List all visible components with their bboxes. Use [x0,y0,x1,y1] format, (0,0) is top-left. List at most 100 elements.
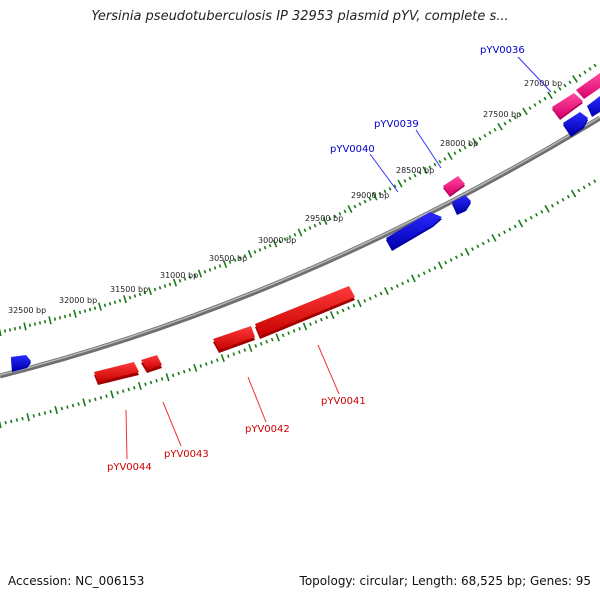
gene-feature[interactable] [213,326,255,353]
ruler-tick [544,204,550,213]
ruler-tick [233,258,237,262]
gene-feature-pink[interactable] [552,93,583,120]
ruler-tick [570,189,577,198]
ruler-tick [18,325,22,330]
gene-label[interactable]: pYV0041 [321,396,366,407]
map-title: Yersinia pseudotuberculosis IP 32953 pla… [91,9,509,24]
ruler-tick [204,362,208,366]
ruler-tick [403,179,407,183]
ruler-tick [68,313,72,317]
ruler-tick [78,310,82,315]
ruler-tick [66,405,69,409]
ruler-tick [13,326,17,331]
gene-feature[interactable] [386,212,442,251]
ruler-tick [168,282,172,287]
ruler-tick [550,204,554,208]
ruler-tick [522,107,528,116]
ruler-tick [444,260,448,265]
gene-feature[interactable] [587,96,600,117]
gene-feature-pink[interactable] [443,176,465,197]
gene-feature[interactable] [11,355,31,372]
ruler-tick [103,303,107,308]
ruler-tick [227,354,230,358]
ruler-tick [99,395,103,400]
gene-label[interactable]: pYV0044 [107,462,152,473]
ruler-tick [341,308,345,313]
ruler-tick [390,286,394,291]
ruler-tick [93,306,97,310]
ruler-tick [172,278,178,287]
ruler-tick [493,127,497,132]
ruler-tick [368,197,372,201]
ruler-tick [153,287,157,292]
ruler-tick [322,217,328,225]
ruler-tick [121,389,125,393]
ruler-tick [437,261,443,270]
ruler-tick [293,232,297,237]
ruler-tick [314,320,318,324]
gene-feature[interactable] [563,112,588,137]
ruler-tick [199,364,203,368]
ruler-tick [333,214,337,219]
ruler-tick [318,221,322,226]
ruler-label: 31000 bp [160,271,198,280]
ruler-tick [43,411,47,415]
ruler-tick [222,260,228,269]
ruler-tick [593,63,597,68]
ruler-tick [578,73,582,78]
ruler-label: 29000 bp [351,191,389,200]
ruler-tick [336,310,340,315]
gene-label[interactable]: pYV0043 [164,449,209,460]
ruler-tick [4,420,7,425]
ruler-tick [379,291,383,296]
ruler-label: 31500 bp [110,285,148,294]
ruler-tick [449,258,453,262]
gene-feature[interactable] [452,195,471,215]
ruler-tick [383,189,387,194]
ruler-tick [476,244,480,249]
gene-feature[interactable] [94,362,139,385]
ruler-tick [497,233,501,237]
ruler-tick [232,352,236,356]
ruler-tick [71,403,75,408]
gene-feature[interactable] [255,286,355,339]
ruler-tick [98,302,102,311]
ruler-tick [463,145,467,150]
ruler-tick [503,230,507,235]
ruler-tick [88,307,92,312]
ruler-tick [259,342,263,346]
ruler-tick [63,314,67,319]
ruler-tick [88,399,91,403]
ruler-tick [503,121,507,126]
ruler-tick [308,226,312,230]
topology-summary: Topology: circular; Length: 68,525 bp; G… [299,574,591,588]
ruler-label: 27500 bp [483,110,521,119]
ruler-tick [3,329,7,333]
gene-label[interactable]: pYV0039 [374,119,419,130]
ruler-tick [248,343,253,353]
ruler-tick [15,418,19,422]
ruler-tick [408,176,412,181]
ruler-tick [568,80,572,85]
ruler-tick [155,378,158,383]
ruler-tick [26,413,30,422]
ruler-tick [243,254,247,258]
ruler-tick [471,247,474,251]
ruler-tick [110,390,114,399]
ruler-tick [566,194,570,199]
gene-label[interactable]: pYV0036 [480,45,525,56]
gene-labels: pYV0036 pYV0039 pYV0040 pYV0041 pYV0042 … [107,45,525,473]
gene-label[interactable]: pYV0042 [245,424,290,435]
ruler-tick [497,122,503,131]
ruler-tick [193,363,198,372]
ruler-tick [133,385,136,390]
ruler-tick [149,380,153,385]
ruler-tick [218,264,222,268]
ruler-tick [358,202,362,206]
gene-feature[interactable] [141,355,162,373]
gene-feature-pink[interactable] [576,73,600,99]
ruler-tick [547,91,553,100]
ruler-tick [443,157,447,161]
gene-label[interactable]: pYV0040 [330,144,375,155]
